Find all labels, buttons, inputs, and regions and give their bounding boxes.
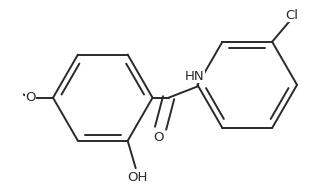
Text: O: O (25, 91, 36, 104)
Text: HN: HN (185, 70, 205, 83)
Text: OH: OH (127, 171, 148, 184)
Text: Cl: Cl (285, 9, 298, 22)
Text: O: O (154, 131, 164, 144)
